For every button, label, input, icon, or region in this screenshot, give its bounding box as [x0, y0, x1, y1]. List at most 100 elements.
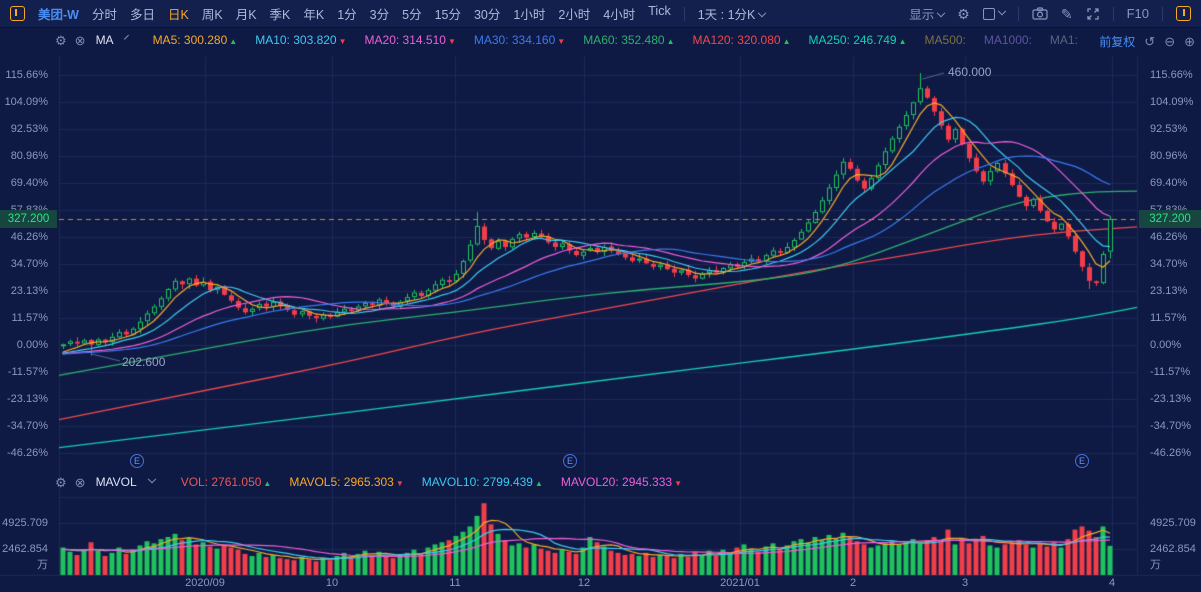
indicator-remove-icon[interactable]: ⊗ — [74, 32, 86, 48]
fullscreen-expand-icon[interactable] — [1086, 7, 1100, 21]
date-axis-label: 2021/01 — [720, 577, 760, 589]
ma-value-ma1: MA1: — [1049, 33, 1078, 47]
left-axis-label: 92.53% — [10, 123, 48, 135]
f10-button[interactable]: F10 — [1126, 6, 1149, 21]
stock-symbol[interactable]: 美团-W — [38, 8, 79, 22]
divider — [683, 6, 685, 21]
left-axis-label: 46.26% — [10, 231, 48, 243]
earnings-event-icon[interactable]: E — [1075, 454, 1089, 468]
left-axis-label: 4925.709 — [2, 517, 48, 529]
right-axis-label: 23.13% — [1150, 285, 1188, 297]
right-axis-label: 0.00% — [1150, 339, 1182, 351]
app-logo-icon[interactable] — [10, 6, 25, 21]
ma-value-ma60: MA60: 352.480 ▲ — [583, 33, 675, 47]
up-arrow-icon: ▲ — [782, 37, 791, 46]
zoom-out-icon[interactable]: ⊖ — [1164, 33, 1176, 49]
draw-pencil-icon[interactable]: ✎ — [1060, 5, 1073, 22]
indicator-remove-icon[interactable]: ⊗ — [74, 474, 86, 490]
left-axis-label: 69.40% — [10, 177, 48, 189]
tab-3分[interactable]: 3分 — [369, 8, 390, 22]
right-axis-label: -46.26% — [1150, 447, 1191, 459]
side-panel-toggle-icon[interactable] — [1176, 6, 1191, 21]
settings-gear-icon[interactable]: ⚙ — [957, 5, 970, 22]
ma-value-ma250: MA250: 246.749 ▲ — [808, 33, 907, 47]
right-axis-label: 104.09% — [1150, 96, 1194, 108]
volume-indicator-legend: ⚙ ⊗ MAVOL VOL: 2761.050 ▲ MAVOL5: 2965.303… — [55, 474, 682, 490]
right-axis-label: 46.26% — [1150, 231, 1188, 243]
tab-15分[interactable]: 15分 — [434, 8, 461, 22]
top-toolbar: 美团-W 分时 多日 日K 周K 月K 季K 年K 1分 3分 5分 15分 30分 1小时 2小时 4小时… — [0, 0, 1201, 28]
zoom-in-icon[interactable]: ⊕ — [1184, 33, 1195, 49]
up-arrow-icon: ▲ — [666, 37, 675, 46]
down-arrow-icon: ▼ — [338, 37, 347, 46]
tab-30分[interactable]: 30分 — [473, 8, 501, 22]
tab-季K[interactable]: 季K — [269, 8, 291, 22]
chevron-down-icon — [758, 8, 767, 18]
earnings-event-icon[interactable]: E — [563, 454, 577, 468]
tab-Tick[interactable]: Tick — [648, 4, 671, 18]
left-axis-label: 23.13% — [10, 285, 48, 297]
chart-tools: 前复权 ↺ ⊖ ⊕ — [1099, 33, 1195, 50]
date-axis-label: 10 — [325, 577, 339, 589]
divider — [1017, 6, 1019, 21]
ma-value-ma120: MA120: 320.080 ▲ — [692, 33, 791, 47]
tab-周K[interactable]: 周K — [201, 8, 223, 22]
vol-value-mavol10: MAVOL10: 2799.439 ▲ — [421, 475, 543, 489]
left-axis-label: 2462.854 — [2, 543, 48, 555]
screenshot-camera-icon[interactable] — [1032, 7, 1048, 20]
reset-zoom-icon[interactable]: ↺ — [1144, 33, 1156, 49]
right-axis-label: 万 — [1150, 559, 1161, 571]
up-arrow-icon: ▲ — [534, 479, 543, 488]
left-axis-label: 11.57% — [11, 312, 49, 324]
left-axis-label: 115.66% — [5, 69, 48, 81]
left-axis-label: -11.57% — [7, 366, 48, 378]
left-axis-label: -23.13% — [7, 393, 48, 405]
tab-1小时[interactable]: 1小时 — [513, 8, 546, 22]
tab-2小时[interactable]: 2小时 — [558, 8, 591, 22]
earnings-event-icon[interactable]: E — [130, 454, 144, 468]
tab-分时[interactable]: 分时 — [91, 8, 117, 22]
chart-style-menu[interactable] — [982, 6, 1007, 20]
date-axis-label: 12 — [577, 577, 591, 589]
ma-indicator-legend: ⚙ ⊗ MA MA5: 300.280 ▲ MA10: 303.820 ▼ MA20: … — [55, 32, 1078, 48]
ma-values: MA5: 300.280 ▲ MA10: 303.820 ▼ MA20: 314.510… — [135, 33, 1078, 47]
left-axis-label: 104.09% — [4, 96, 48, 108]
chevron-down-icon — [937, 8, 946, 18]
adjust-mode-button[interactable]: 前复权 — [1099, 35, 1136, 49]
high-price-annotation: 460.000 — [948, 65, 992, 79]
left-axis-label: 万 — [37, 559, 48, 571]
tab-5分[interactable]: 5分 — [402, 8, 422, 22]
date-axis-label: 3 — [961, 577, 969, 589]
tab-年K[interactable]: 年K — [303, 8, 325, 22]
vol-value-vol: VOL: 2761.050 ▲ — [180, 475, 272, 489]
chevron-down-icon[interactable] — [147, 474, 156, 484]
display-menu[interactable]: 显示 — [909, 4, 946, 23]
timeframe-tabs: 分时 多日 日K 周K 月K 季K 年K 1分 3分 5分 15分 30分 1小时 2小时 4小时 Tick — [92, 4, 671, 23]
mavol-values: VOL: 2761.050 ▲ MAVOL5: 2965.303 ▼ MAVOL10: … — [163, 475, 682, 489]
chevron-down-icon[interactable] — [123, 34, 129, 40]
indicator-settings-gear-icon[interactable]: ⚙ — [55, 474, 67, 490]
up-arrow-icon: ▲ — [229, 37, 238, 46]
right-axis-label: 115.66% — [1150, 69, 1193, 81]
tab-月K[interactable]: 月K — [235, 8, 257, 22]
indicator-name[interactable]: MA — [95, 33, 114, 47]
tab-多日[interactable]: 多日 — [129, 8, 155, 22]
down-arrow-icon: ▼ — [674, 479, 682, 488]
up-arrow-icon: ▲ — [898, 37, 907, 46]
tab-1分[interactable]: 1分 — [337, 8, 357, 22]
right-axis-label: 4925.709 — [1150, 517, 1196, 529]
ma-value-ma20: MA20: 314.510 ▼ — [364, 33, 456, 47]
indicator-name[interactable]: MAVOL — [95, 475, 137, 489]
chevron-down-icon — [997, 6, 1007, 15]
right-axis-label: -11.57% — [1150, 366, 1191, 378]
indicator-settings-gear-icon[interactable]: ⚙ — [55, 32, 67, 48]
interval-selector[interactable]: 1天 : 1分K — [698, 4, 767, 23]
date-axis-label: 2 — [849, 577, 857, 589]
tab-日K[interactable]: 日K — [168, 8, 189, 22]
candle-style-icon — [982, 7, 995, 20]
right-axis-label: 80.96% — [1150, 150, 1188, 162]
tab-4小时[interactable]: 4小时 — [603, 8, 636, 22]
divider — [1162, 6, 1163, 21]
